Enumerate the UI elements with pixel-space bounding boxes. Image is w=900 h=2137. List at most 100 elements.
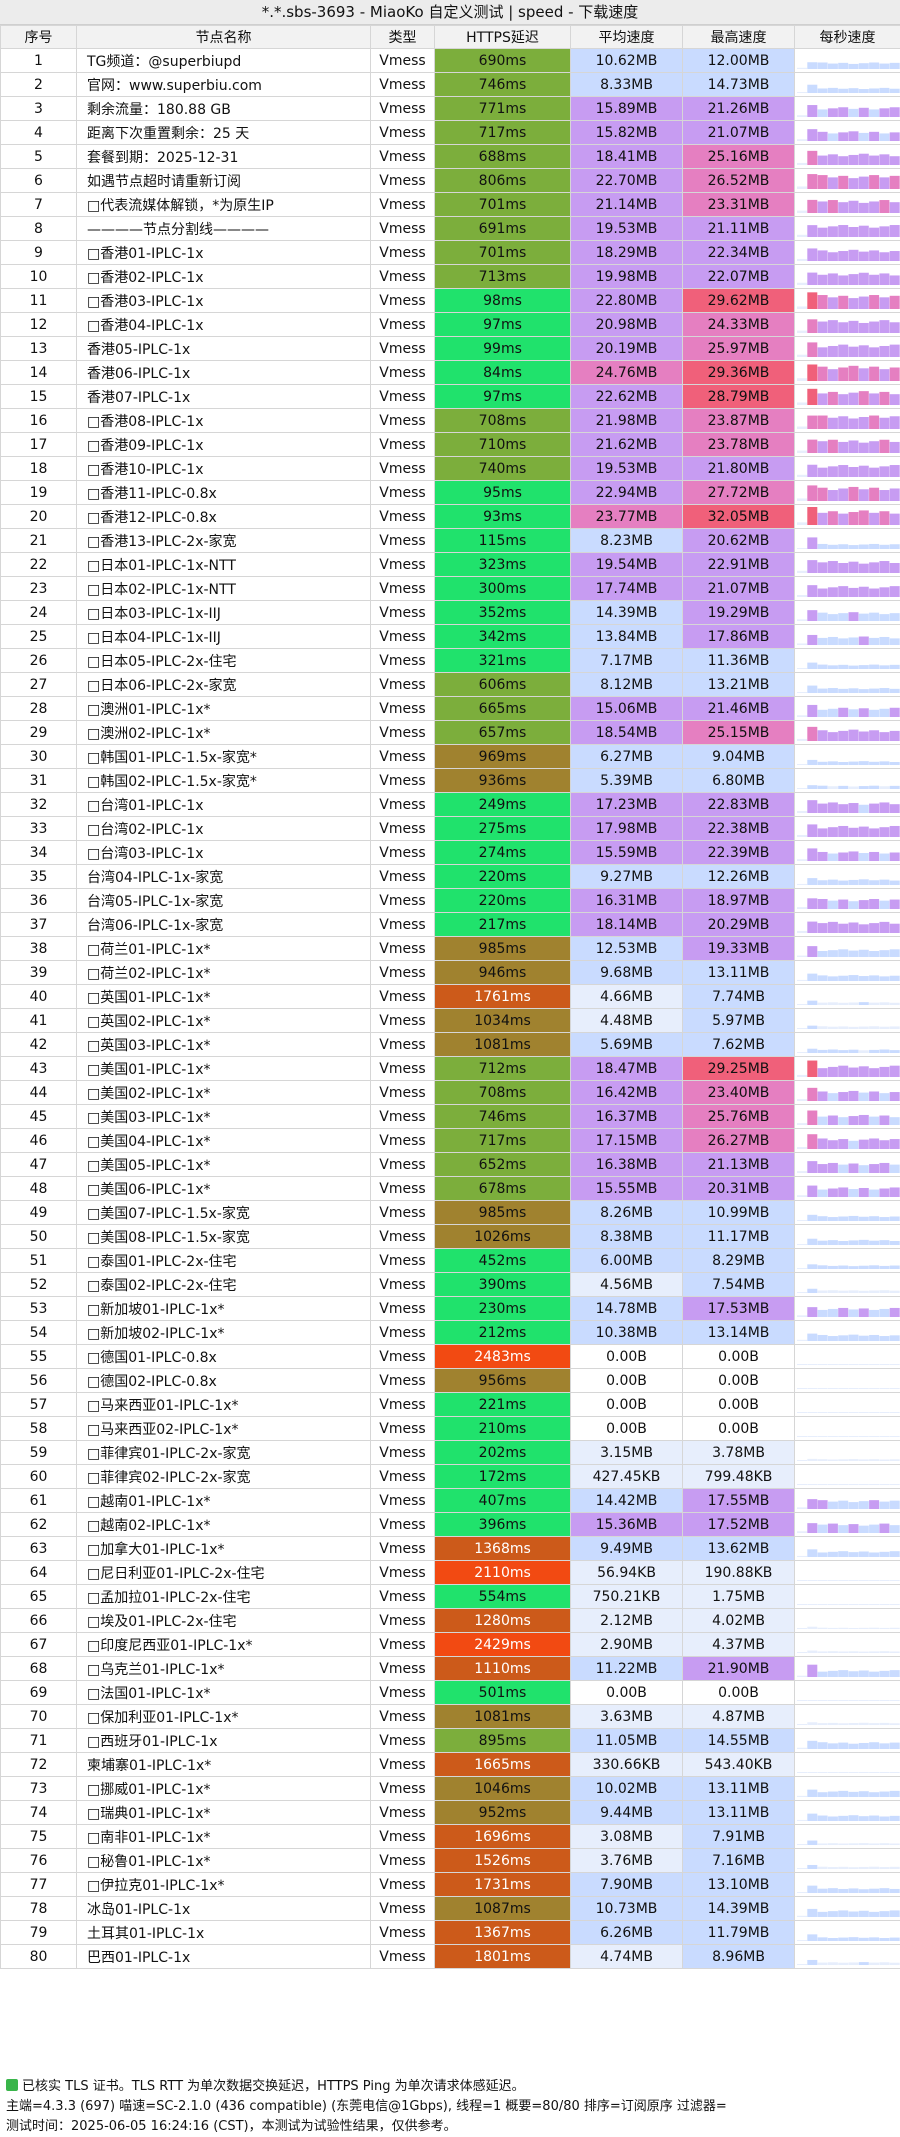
sparkline-bar <box>818 562 828 573</box>
sparkline-bar <box>828 854 838 861</box>
sparkline-bar <box>807 319 817 333</box>
average-speed: 427.45KB <box>571 1465 683 1489</box>
sparkline-bar <box>879 1743 889 1749</box>
sparkline-bar <box>838 1266 848 1269</box>
sparkline-bar <box>838 89 848 93</box>
sparkline-bar <box>879 1816 889 1821</box>
sparkline-bar <box>807 1814 817 1821</box>
sparkline-bar <box>869 1265 879 1269</box>
per-second-speed-chart <box>795 385 900 409</box>
sparkline-bar <box>818 1912 828 1917</box>
sparkline-bar <box>869 1484 879 1485</box>
max-speed: 17.52MB <box>683 1513 795 1537</box>
sparkline-bar <box>828 1240 838 1245</box>
https-latency: 390ms <box>435 1273 571 1297</box>
speed-sparkline <box>795 1009 900 1032</box>
sparkline-bar <box>797 1315 807 1317</box>
average-speed: 9.27MB <box>571 865 683 889</box>
sparkline-bar <box>890 1003 900 1005</box>
